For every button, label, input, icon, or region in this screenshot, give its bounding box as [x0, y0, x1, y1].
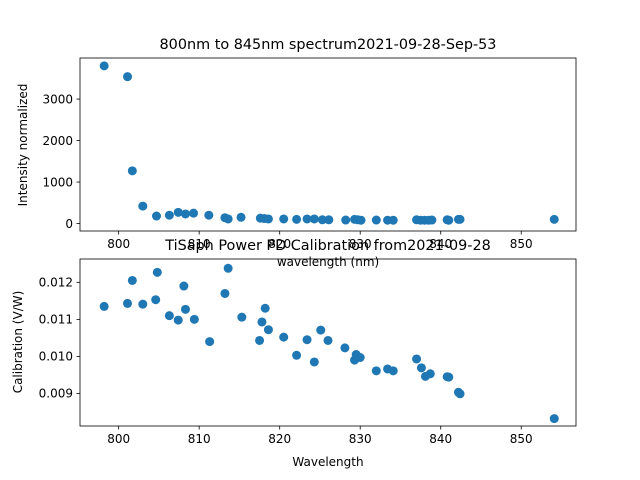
spectrum-point	[341, 215, 351, 225]
calibration-point	[355, 353, 365, 362]
spectrum-x-tick-label: 830	[349, 237, 372, 251]
calibration-y-tick-label: 0.009	[39, 387, 73, 401]
spectrum-point	[356, 215, 366, 225]
calibration-x-tick-label: 810	[188, 432, 211, 446]
calibration-x-tick-label: 820	[268, 432, 291, 446]
spectrum-x-tick-label: 850	[510, 237, 533, 251]
calibration-x-ticks: 800 810 820 830 840 850	[107, 426, 533, 446]
spectrum-y-tick-label: 2000	[42, 134, 73, 148]
spectrum-point	[309, 214, 319, 224]
spectrum-point	[444, 215, 454, 225]
spectrum-y-axis-label: Intensity normalized	[16, 84, 30, 207]
spectrum-point	[236, 212, 246, 222]
spectrum-y-tick-label: 0	[65, 217, 73, 231]
calibration-x-axis-label: Wavelength	[292, 455, 363, 469]
calibration-x-tick-label: 840	[429, 432, 452, 446]
calibration-point	[257, 317, 267, 327]
calibration-y-axis-label: Calibration (V/W)	[11, 291, 25, 394]
calibration-point	[263, 325, 273, 335]
spectrum-x-ticks: 800 810 820 830 840 850	[107, 231, 533, 251]
calibration-x-tick-label: 830	[349, 432, 372, 446]
spectrum-point	[127, 166, 137, 176]
calibration-point	[549, 414, 559, 424]
calibration-point	[444, 372, 454, 382]
spectrum-points	[99, 61, 559, 225]
calibration-point	[205, 337, 215, 347]
calibration-point	[412, 354, 422, 364]
spectrum-y-tick-label: 1000	[42, 175, 73, 189]
spectrum-x-axis-label: wavelength (nm)	[277, 255, 379, 269]
calibration-point	[152, 267, 162, 277]
calibration-point	[237, 312, 247, 322]
calibration-point	[220, 288, 230, 298]
spectrum-point	[427, 215, 437, 225]
calibration-point	[123, 298, 133, 308]
calibration-point	[173, 315, 183, 325]
spectrum-point	[164, 210, 174, 220]
spectrum-plot: 800nm to 845nm spectrum2021-09-28-Sep-53…	[16, 37, 577, 269]
spectrum-point	[204, 210, 214, 220]
calibration-point	[138, 299, 148, 309]
calibration-point	[302, 335, 312, 345]
calibration-plot-title: TiSaph Power PD Calibration from2021-09-…	[164, 238, 491, 254]
calibration-point	[223, 263, 233, 273]
calibration-point	[371, 366, 381, 376]
spectrum-point	[151, 211, 161, 221]
spectrum-point	[279, 214, 289, 224]
calibration-y-tick-label: 0.010	[39, 350, 73, 364]
calibration-point	[164, 311, 174, 321]
calibration-point	[180, 304, 190, 314]
spectrum-plot-title: 800nm to 845nm spectrum2021-09-28-Sep-53	[160, 37, 497, 53]
spectrum-y-ticks: 0 1000 2000 3000	[42, 92, 80, 231]
spectrum-point	[324, 215, 334, 225]
spectrum-point	[263, 214, 273, 224]
calibration-point	[455, 389, 465, 399]
spectrum-point	[138, 201, 148, 211]
spectrum-point	[388, 215, 398, 225]
calibration-x-tick-label: 850	[510, 432, 533, 446]
calibration-point	[255, 335, 265, 345]
calibration-point	[388, 366, 398, 376]
spectrum-point	[173, 207, 183, 217]
calibration-point	[309, 357, 319, 367]
calibration-point	[416, 363, 426, 373]
spectrum-y-tick-label: 3000	[42, 92, 73, 106]
spectrum-point	[189, 208, 199, 218]
spectrum-point	[223, 214, 233, 224]
spectrum-axes-frame	[79, 57, 577, 232]
spectrum-x-tick-label: 800	[107, 237, 130, 251]
calibration-point	[292, 350, 302, 360]
calibration-y-ticks: 0.009 0.010 0.011 0.012	[39, 276, 80, 401]
spectrum-point	[99, 61, 109, 71]
calibration-point	[279, 332, 289, 342]
calibration-point	[425, 369, 435, 379]
spectrum-point	[123, 72, 133, 82]
spectrum-point	[317, 215, 327, 225]
spectrum-point	[455, 214, 465, 224]
calibration-y-tick-label: 0.012	[39, 276, 73, 290]
spectrum-x-tick-label: 840	[429, 237, 452, 251]
calibration-point	[179, 281, 189, 291]
calibration-point	[260, 303, 270, 313]
calibration-point	[189, 314, 199, 324]
calibration-axes-frame	[79, 258, 577, 427]
calibration-plot: 800 810 820 830 840 850 0.0090.0100.0110.012 …	[11, 238, 577, 469]
spectrum-x-tick-label: 810	[188, 237, 211, 251]
calibration-point	[127, 275, 137, 285]
calibration-point	[323, 335, 333, 345]
spectrum-point	[180, 209, 190, 219]
calibration-point	[340, 343, 350, 353]
calibration-x-tick-label: 800	[107, 432, 130, 446]
calibration-point	[99, 301, 109, 311]
calibration-points	[99, 263, 559, 424]
spectrum-point	[292, 214, 302, 224]
calibration-point	[316, 325, 326, 335]
calibration-point	[151, 295, 161, 305]
spectrum-point	[549, 214, 559, 224]
spectrum-point	[302, 214, 312, 224]
calibration-y-tick-label: 0.011	[39, 313, 73, 327]
spectrum-point	[371, 215, 381, 225]
spectrum-x-tick-label: 820	[268, 237, 291, 251]
